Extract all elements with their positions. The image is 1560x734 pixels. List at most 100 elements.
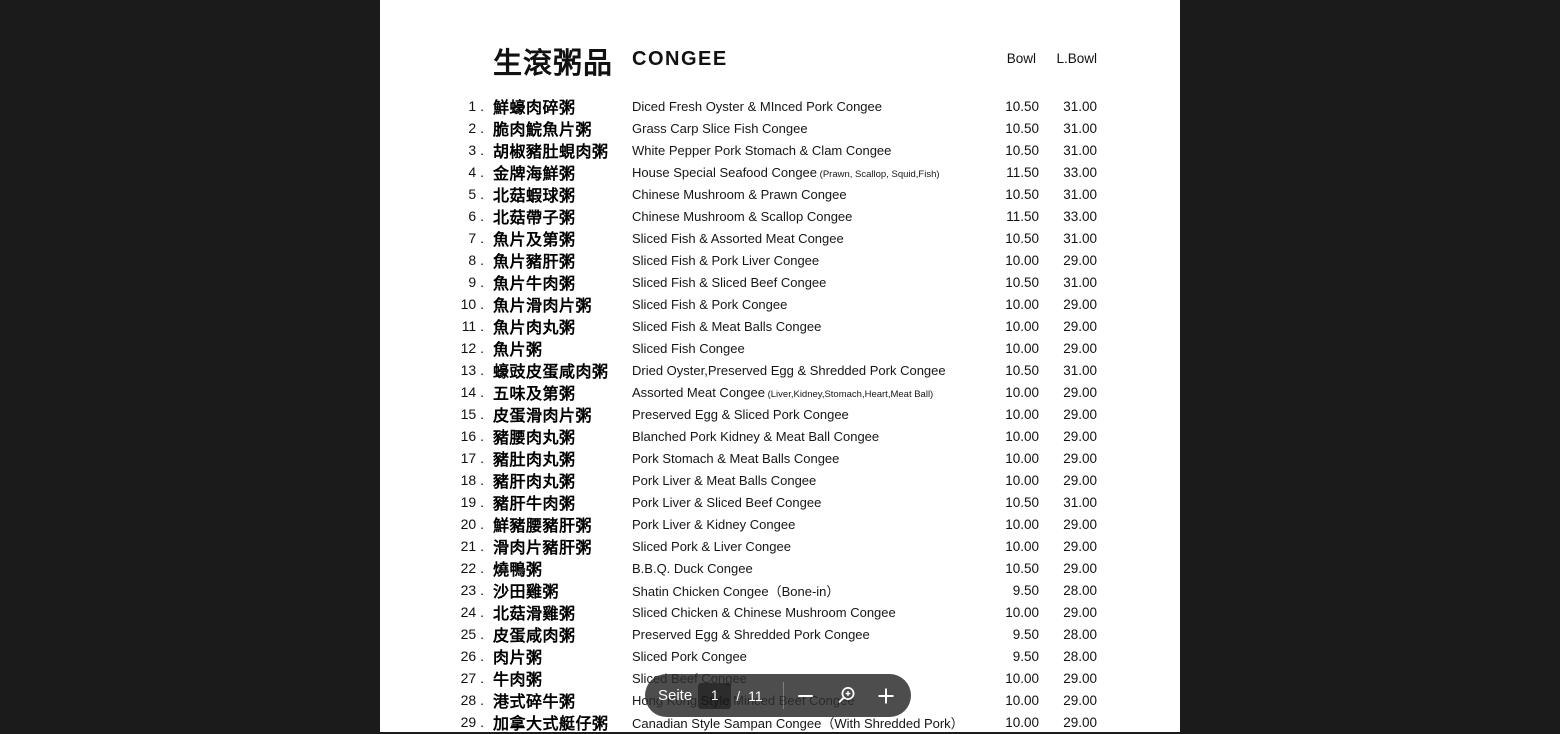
item-number: 12 . <box>460 340 484 356</box>
item-price-lbowl: 29.00 <box>1063 714 1097 730</box>
page-number-input[interactable] <box>698 682 732 709</box>
item-price-bowl: 10.00 <box>1005 252 1039 268</box>
item-name-chinese: 沙田雞粥 <box>493 584 560 601</box>
item-price-lbowl: 29.00 <box>1063 450 1097 466</box>
page-separator: / <box>736 687 741 704</box>
item-name-english: Chinese Mushroom & Prawn Congee <box>632 186 847 202</box>
plus-icon <box>878 688 894 703</box>
item-name-chinese: 魚片滑肉片粥 <box>493 298 593 315</box>
item-number: 8 . <box>468 252 484 268</box>
menu-row: 19 . 豬肝牛肉粥 Pork Liver & Sliced Beef Congee… <box>444 490 1097 513</box>
item-name-english: Assorted Meat Congee (Liver,Kidney,Stoma… <box>632 384 934 400</box>
item-name-english: B.B.Q. Duck Congee <box>632 560 753 576</box>
item-name-chinese: 魚片牛肉粥 <box>493 276 576 293</box>
item-number: 4 . <box>468 164 484 180</box>
viewer-toolbar: Seite / 11 <box>645 674 911 717</box>
item-name-chinese: 皮蛋滑肉片粥 <box>493 408 593 425</box>
column-header-lbowl: L.Bowl <box>1056 51 1097 66</box>
item-price-bowl: 10.00 <box>1005 428 1039 444</box>
item-name-chinese: 魚片肉丸粥 <box>493 320 576 337</box>
item-price-lbowl: 31.00 <box>1063 186 1097 202</box>
item-price-lbowl: 33.00 <box>1063 208 1097 224</box>
item-price-bowl: 10.00 <box>1005 538 1039 554</box>
item-name-english: Pork Liver & Kidney Congee <box>632 516 796 532</box>
item-number: 16 . <box>460 428 484 444</box>
menu-row: 1 . 鮮蠔肉碎粥 Diced Fresh Oyster & MInced Pork… <box>444 94 1097 117</box>
item-price-lbowl: 31.00 <box>1063 494 1097 510</box>
menu-row: 24 . 北菇滑雞粥 Sliced Chicken & Chinese Mushro… <box>444 600 1097 623</box>
item-name-english: Canadian Style Sampan Congee（With Shredd… <box>632 715 964 731</box>
menu-row: 4 . 金牌海鮮粥 House Special Seafood Congee (Pr… <box>444 160 1097 183</box>
item-number: 15 . <box>460 406 484 422</box>
item-price-bowl: 10.50 <box>1005 362 1039 378</box>
item-name-english: Sliced Fish & Assorted Meat Congee <box>632 230 844 246</box>
menu-item-list: 1 . 鮮蠔肉碎粥 Diced Fresh Oyster & MInced Pork… <box>444 94 1097 733</box>
section-title-chinese: 生滾粥品 <box>493 48 614 80</box>
menu-row: 20 . 鮮豬腰豬肝粥 Pork Liver & Kidney Congee 10.0… <box>444 512 1097 535</box>
item-name-english: Sliced Chicken & Chinese Mushroom Congee <box>632 604 896 620</box>
item-name-chinese: 北菇蝦球粥 <box>493 188 576 205</box>
item-name-chinese: 胡椒豬肚蜆肉粥 <box>493 144 609 161</box>
item-price-bowl: 10.00 <box>1005 714 1039 730</box>
item-number: 1 . <box>468 98 484 114</box>
item-name-chinese: 牛肉粥 <box>493 672 543 689</box>
item-price-bowl: 10.50 <box>1005 186 1039 202</box>
magnifier-plus-icon <box>838 686 855 703</box>
item-price-bowl: 10.50 <box>1005 230 1039 246</box>
menu-row: 22 . 燒鴨粥 B.B.Q. Duck Congee 10.50 29.00 <box>444 556 1097 579</box>
item-price-lbowl: 29.00 <box>1063 340 1097 356</box>
magnifier-button[interactable] <box>826 674 866 717</box>
item-name-chinese: 鮮豬腰豬肝粥 <box>493 518 593 535</box>
item-price-lbowl: 29.00 <box>1063 384 1097 400</box>
item-price-lbowl: 33.00 <box>1063 164 1097 180</box>
item-name-english: Pork Liver & Meat Balls Congee <box>632 472 817 488</box>
menu-row: 12 . 魚片粥 Sliced Fish Congee 10.00 29.00 <box>444 336 1097 359</box>
item-name-english: Chinese Mushroom & Scallop Congee <box>632 208 853 224</box>
item-name-english: Diced Fresh Oyster & MInced Pork Congee <box>632 98 882 114</box>
item-price-bowl: 10.00 <box>1005 340 1039 356</box>
menu-row: 17 . 豬肚肉丸粥 Pork Stomach & Meat Balls Conge… <box>444 446 1097 469</box>
item-price-bowl: 10.50 <box>1005 560 1039 576</box>
zoom-out-button[interactable] <box>786 674 826 717</box>
item-number: 9 . <box>468 274 484 290</box>
item-price-bowl: 9.50 <box>1012 648 1039 664</box>
item-name-chinese: 皮蛋咸肉粥 <box>493 628 576 645</box>
menu-row: 8 . 魚片豬肝粥 Sliced Fish & Pork Liver Congee 1… <box>444 248 1097 271</box>
item-name-chinese: 燒鴨粥 <box>493 562 543 579</box>
item-number: 28 . <box>460 692 484 708</box>
toolbar-divider <box>782 682 784 709</box>
menu-row: 23 . 沙田雞粥 Shatin Chicken Congee（Bone-in） 9.… <box>444 578 1097 601</box>
item-name-chinese: 豬肚肉丸粥 <box>493 452 576 469</box>
item-price-bowl: 10.50 <box>1005 494 1039 510</box>
item-price-bowl: 10.00 <box>1005 472 1039 488</box>
item-price-bowl: 9.50 <box>1012 582 1039 598</box>
item-number: 6 . <box>468 208 484 224</box>
item-name-chinese: 蠔豉皮蛋咸肉粥 <box>493 364 609 381</box>
menu-row: 7 . 魚片及第粥 Sliced Fish & Assorted Meat Cong… <box>444 226 1097 249</box>
item-name-chinese: 五味及第粥 <box>493 386 576 403</box>
item-price-lbowl: 31.00 <box>1063 120 1097 136</box>
zoom-in-button[interactable] <box>866 674 906 717</box>
item-price-lbowl: 31.00 <box>1063 362 1097 378</box>
item-number: 21 . <box>460 538 484 554</box>
document-page: 生滾粥品 CONGEE Bowl L.Bowl 1 . 鮮蠔肉碎粥 Diced Fr… <box>380 0 1180 733</box>
item-price-lbowl: 29.00 <box>1063 604 1097 620</box>
item-price-bowl: 10.00 <box>1005 318 1039 334</box>
item-price-bowl: 10.00 <box>1005 384 1039 400</box>
item-name-english: Sliced Fish & Pork Congee <box>632 296 788 312</box>
item-number: 27 . <box>460 670 484 686</box>
item-price-bowl: 10.00 <box>1005 406 1039 422</box>
item-name-english: Pork Liver & Sliced Beef Congee <box>632 494 822 510</box>
item-name-chinese: 港式碎牛粥 <box>493 694 576 711</box>
menu-row: 3 . 胡椒豬肚蜆肉粥 White Pepper Pork Stomach & Cl… <box>444 138 1097 161</box>
menu-row: 10 . 魚片滑肉片粥 Sliced Fish & Pork Congee 10.00… <box>444 292 1097 315</box>
item-price-lbowl: 29.00 <box>1063 538 1097 554</box>
menu-row: 13 . 蠔豉皮蛋咸肉粥 Dried Oyster,Preserved Egg & … <box>444 358 1097 381</box>
menu-row: 29 . 加拿大式艇仔粥 Canadian Style Sampan Congee（… <box>444 710 1097 733</box>
item-price-lbowl: 29.00 <box>1063 516 1097 532</box>
item-name-english: House Special Seafood Congee (Prawn, Sca… <box>632 164 940 180</box>
item-price-bowl: 11.50 <box>1006 208 1039 224</box>
item-note: (Prawn, Scallop, Squid,Fish) <box>817 168 940 180</box>
item-number: 26 . <box>460 648 484 664</box>
item-price-lbowl: 31.00 <box>1063 98 1097 114</box>
